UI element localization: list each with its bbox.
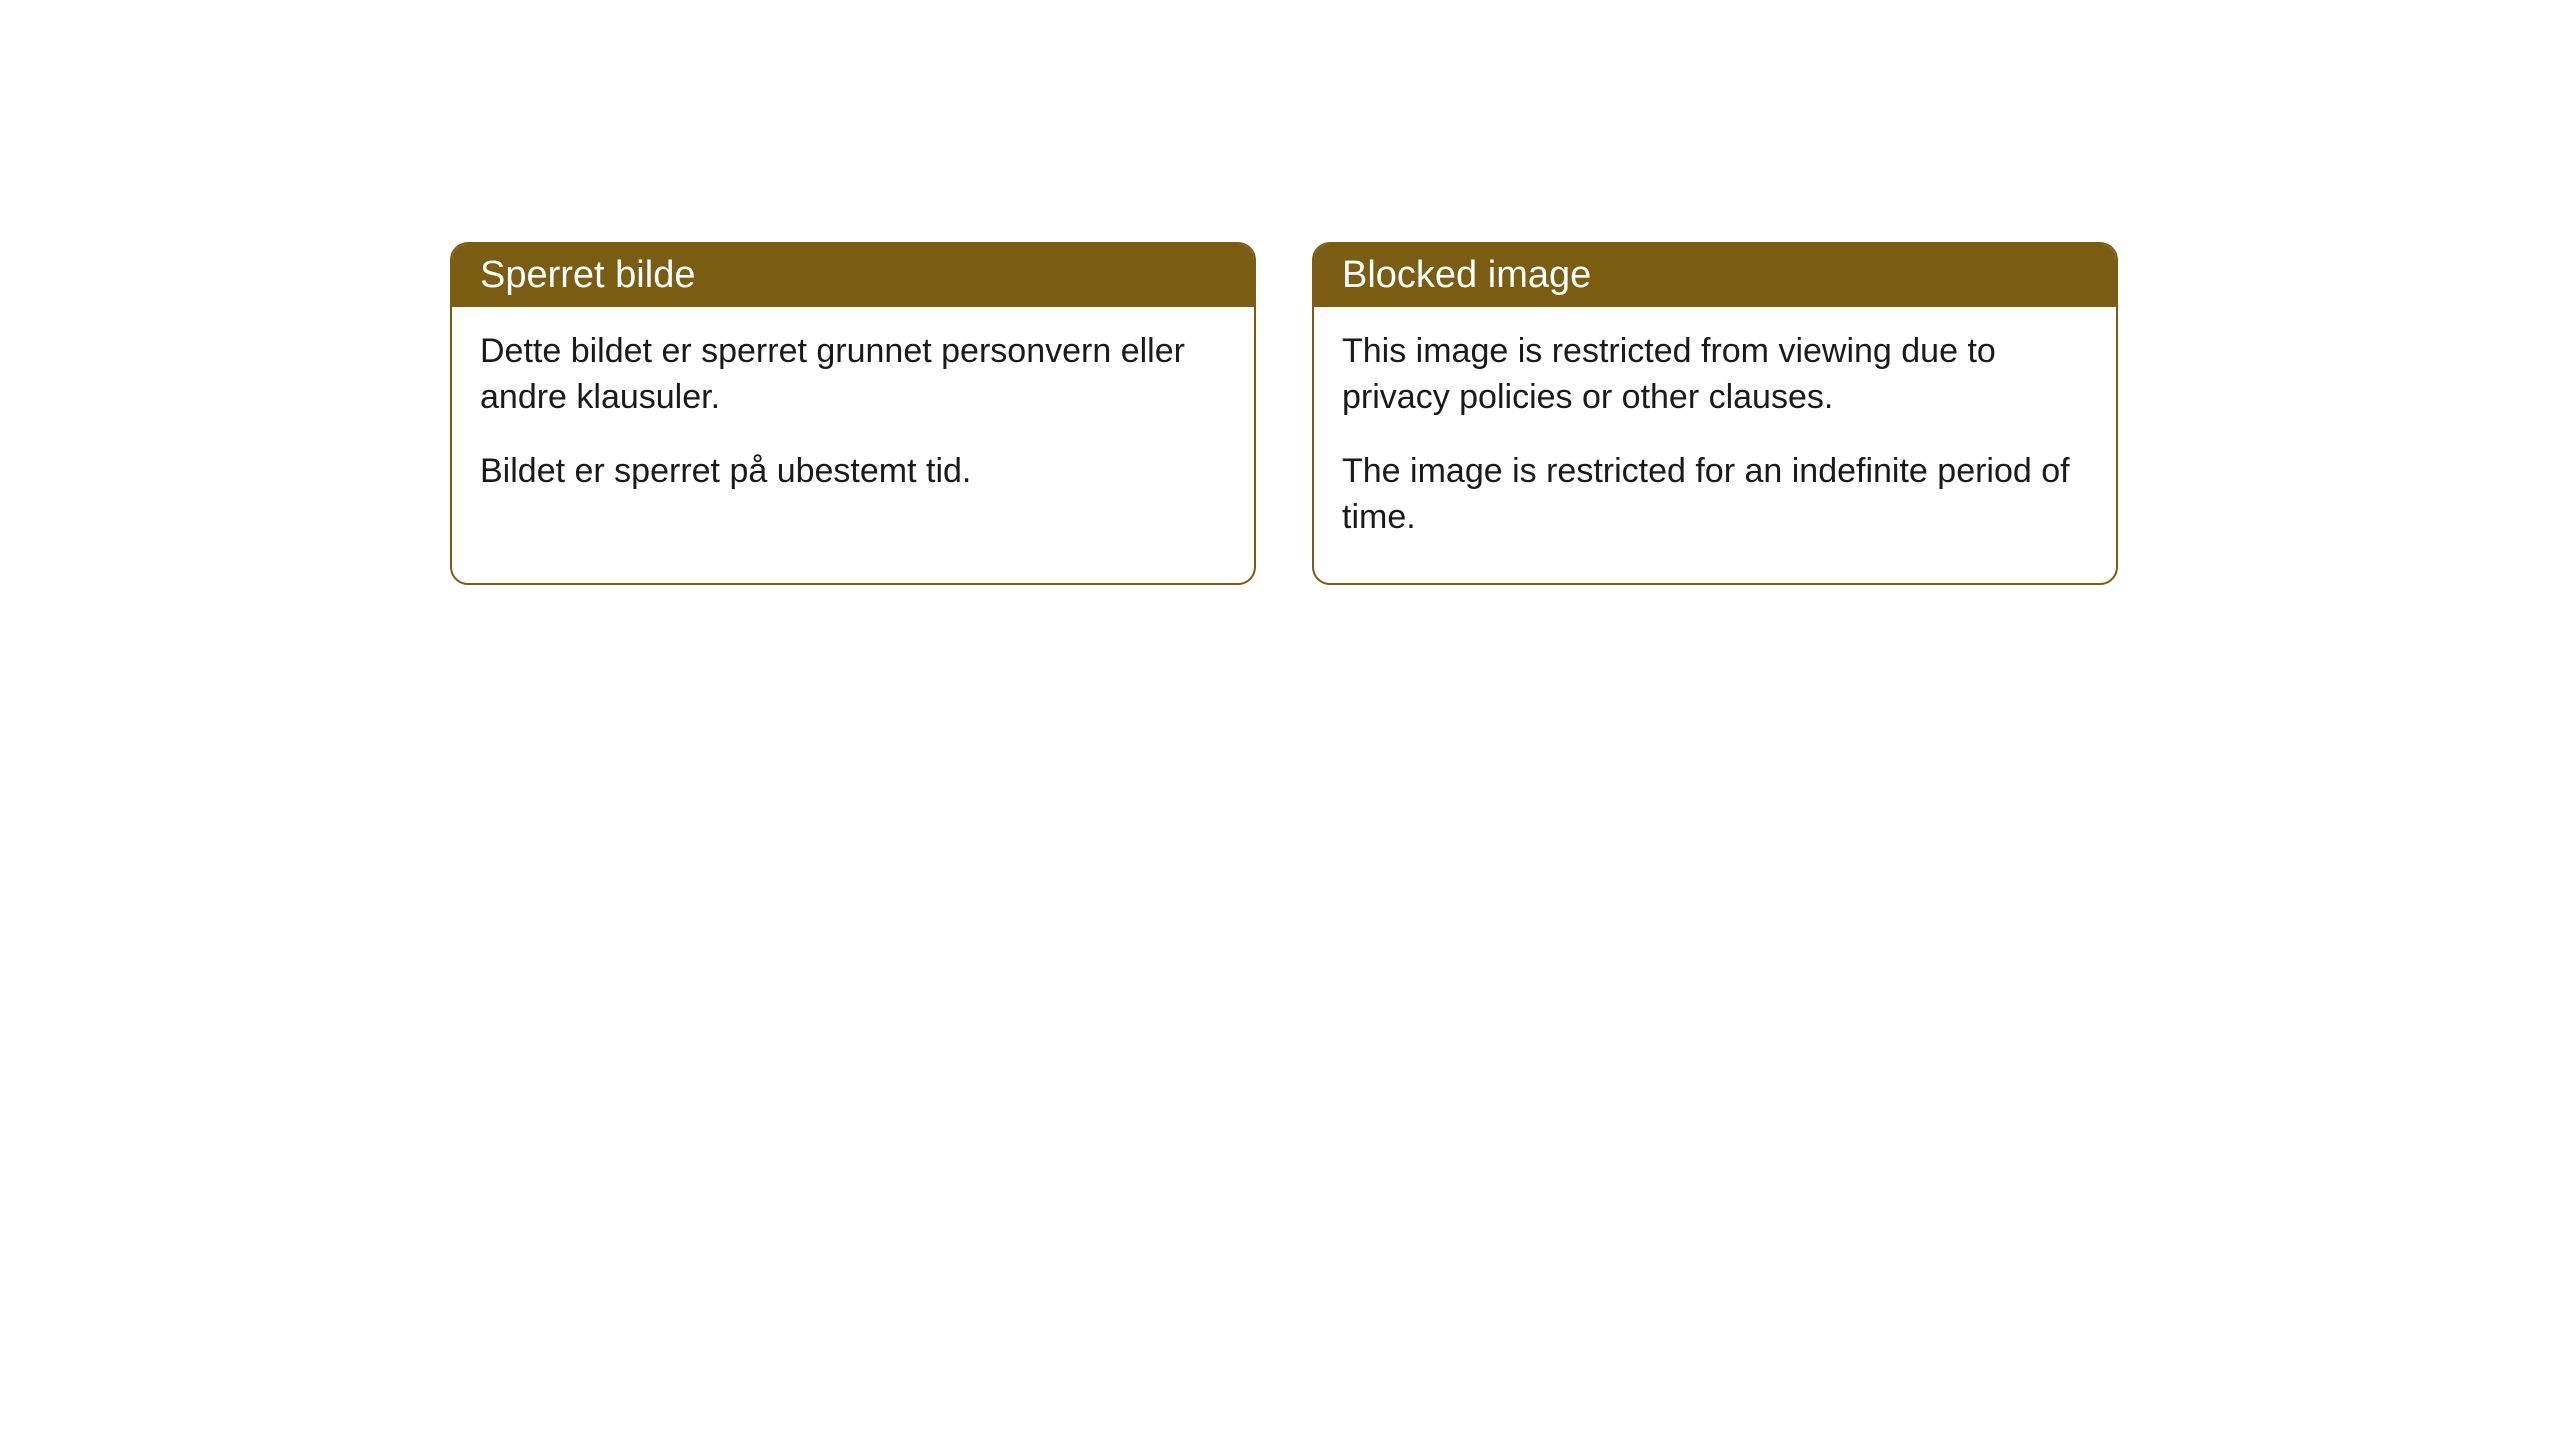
card-header: Blocked image bbox=[1314, 244, 2116, 307]
notice-cards-container: Sperret bilde Dette bildet er sperret gr… bbox=[450, 242, 2118, 585]
card-header: Sperret bilde bbox=[452, 244, 1254, 307]
card-paragraph: This image is restricted from viewing du… bbox=[1342, 329, 2088, 421]
notice-card-norwegian: Sperret bilde Dette bildet er sperret gr… bbox=[450, 242, 1256, 585]
card-title: Blocked image bbox=[1342, 254, 1591, 296]
card-body: Dette bildet er sperret grunnet personve… bbox=[452, 307, 1254, 537]
card-title: Sperret bilde bbox=[480, 254, 695, 296]
card-paragraph: Bildet er sperret på ubestemt tid. bbox=[480, 449, 1226, 495]
card-body: This image is restricted from viewing du… bbox=[1314, 307, 2116, 583]
notice-card-english: Blocked image This image is restricted f… bbox=[1312, 242, 2118, 585]
card-paragraph: The image is restricted for an indefinit… bbox=[1342, 449, 2088, 541]
card-paragraph: Dette bildet er sperret grunnet personve… bbox=[480, 329, 1226, 421]
